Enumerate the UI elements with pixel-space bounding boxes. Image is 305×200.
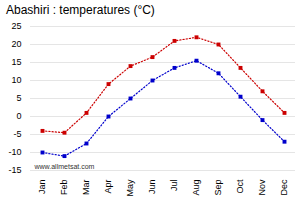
svg-text:May: May <box>125 179 135 197</box>
svg-text:Feb: Feb <box>59 180 69 196</box>
svg-text:Sep: Sep <box>213 180 223 196</box>
svg-text:5: 5 <box>16 93 21 103</box>
svg-text:Jul: Jul <box>169 180 179 192</box>
svg-text:Mar: Mar <box>81 179 91 195</box>
svg-text:-15: -15 <box>8 165 21 175</box>
svg-text:0: 0 <box>16 111 21 121</box>
svg-text:Jun: Jun <box>147 180 157 195</box>
svg-text:-5: -5 <box>13 129 21 139</box>
svg-text:25: 25 <box>11 21 21 31</box>
svg-text:10: 10 <box>11 75 21 85</box>
svg-text:Jan: Jan <box>37 180 47 195</box>
svg-text:20: 20 <box>11 39 21 49</box>
svg-text:Dec: Dec <box>279 179 289 196</box>
html-text:Abashiri : temperatures (°C): Abashiri : temperatures (°C) <box>6 3 155 17</box>
svg-text:www.allmetsat.com: www.allmetsat.com <box>34 163 95 170</box>
svg-text:Apr: Apr <box>103 180 113 194</box>
svg-text:15: 15 <box>11 57 21 67</box>
svg-text:-10: -10 <box>8 147 21 157</box>
svg-text:Oct: Oct <box>235 179 245 194</box>
svg-text:Nov: Nov <box>257 179 267 196</box>
svg-text:Aug: Aug <box>191 180 201 196</box>
